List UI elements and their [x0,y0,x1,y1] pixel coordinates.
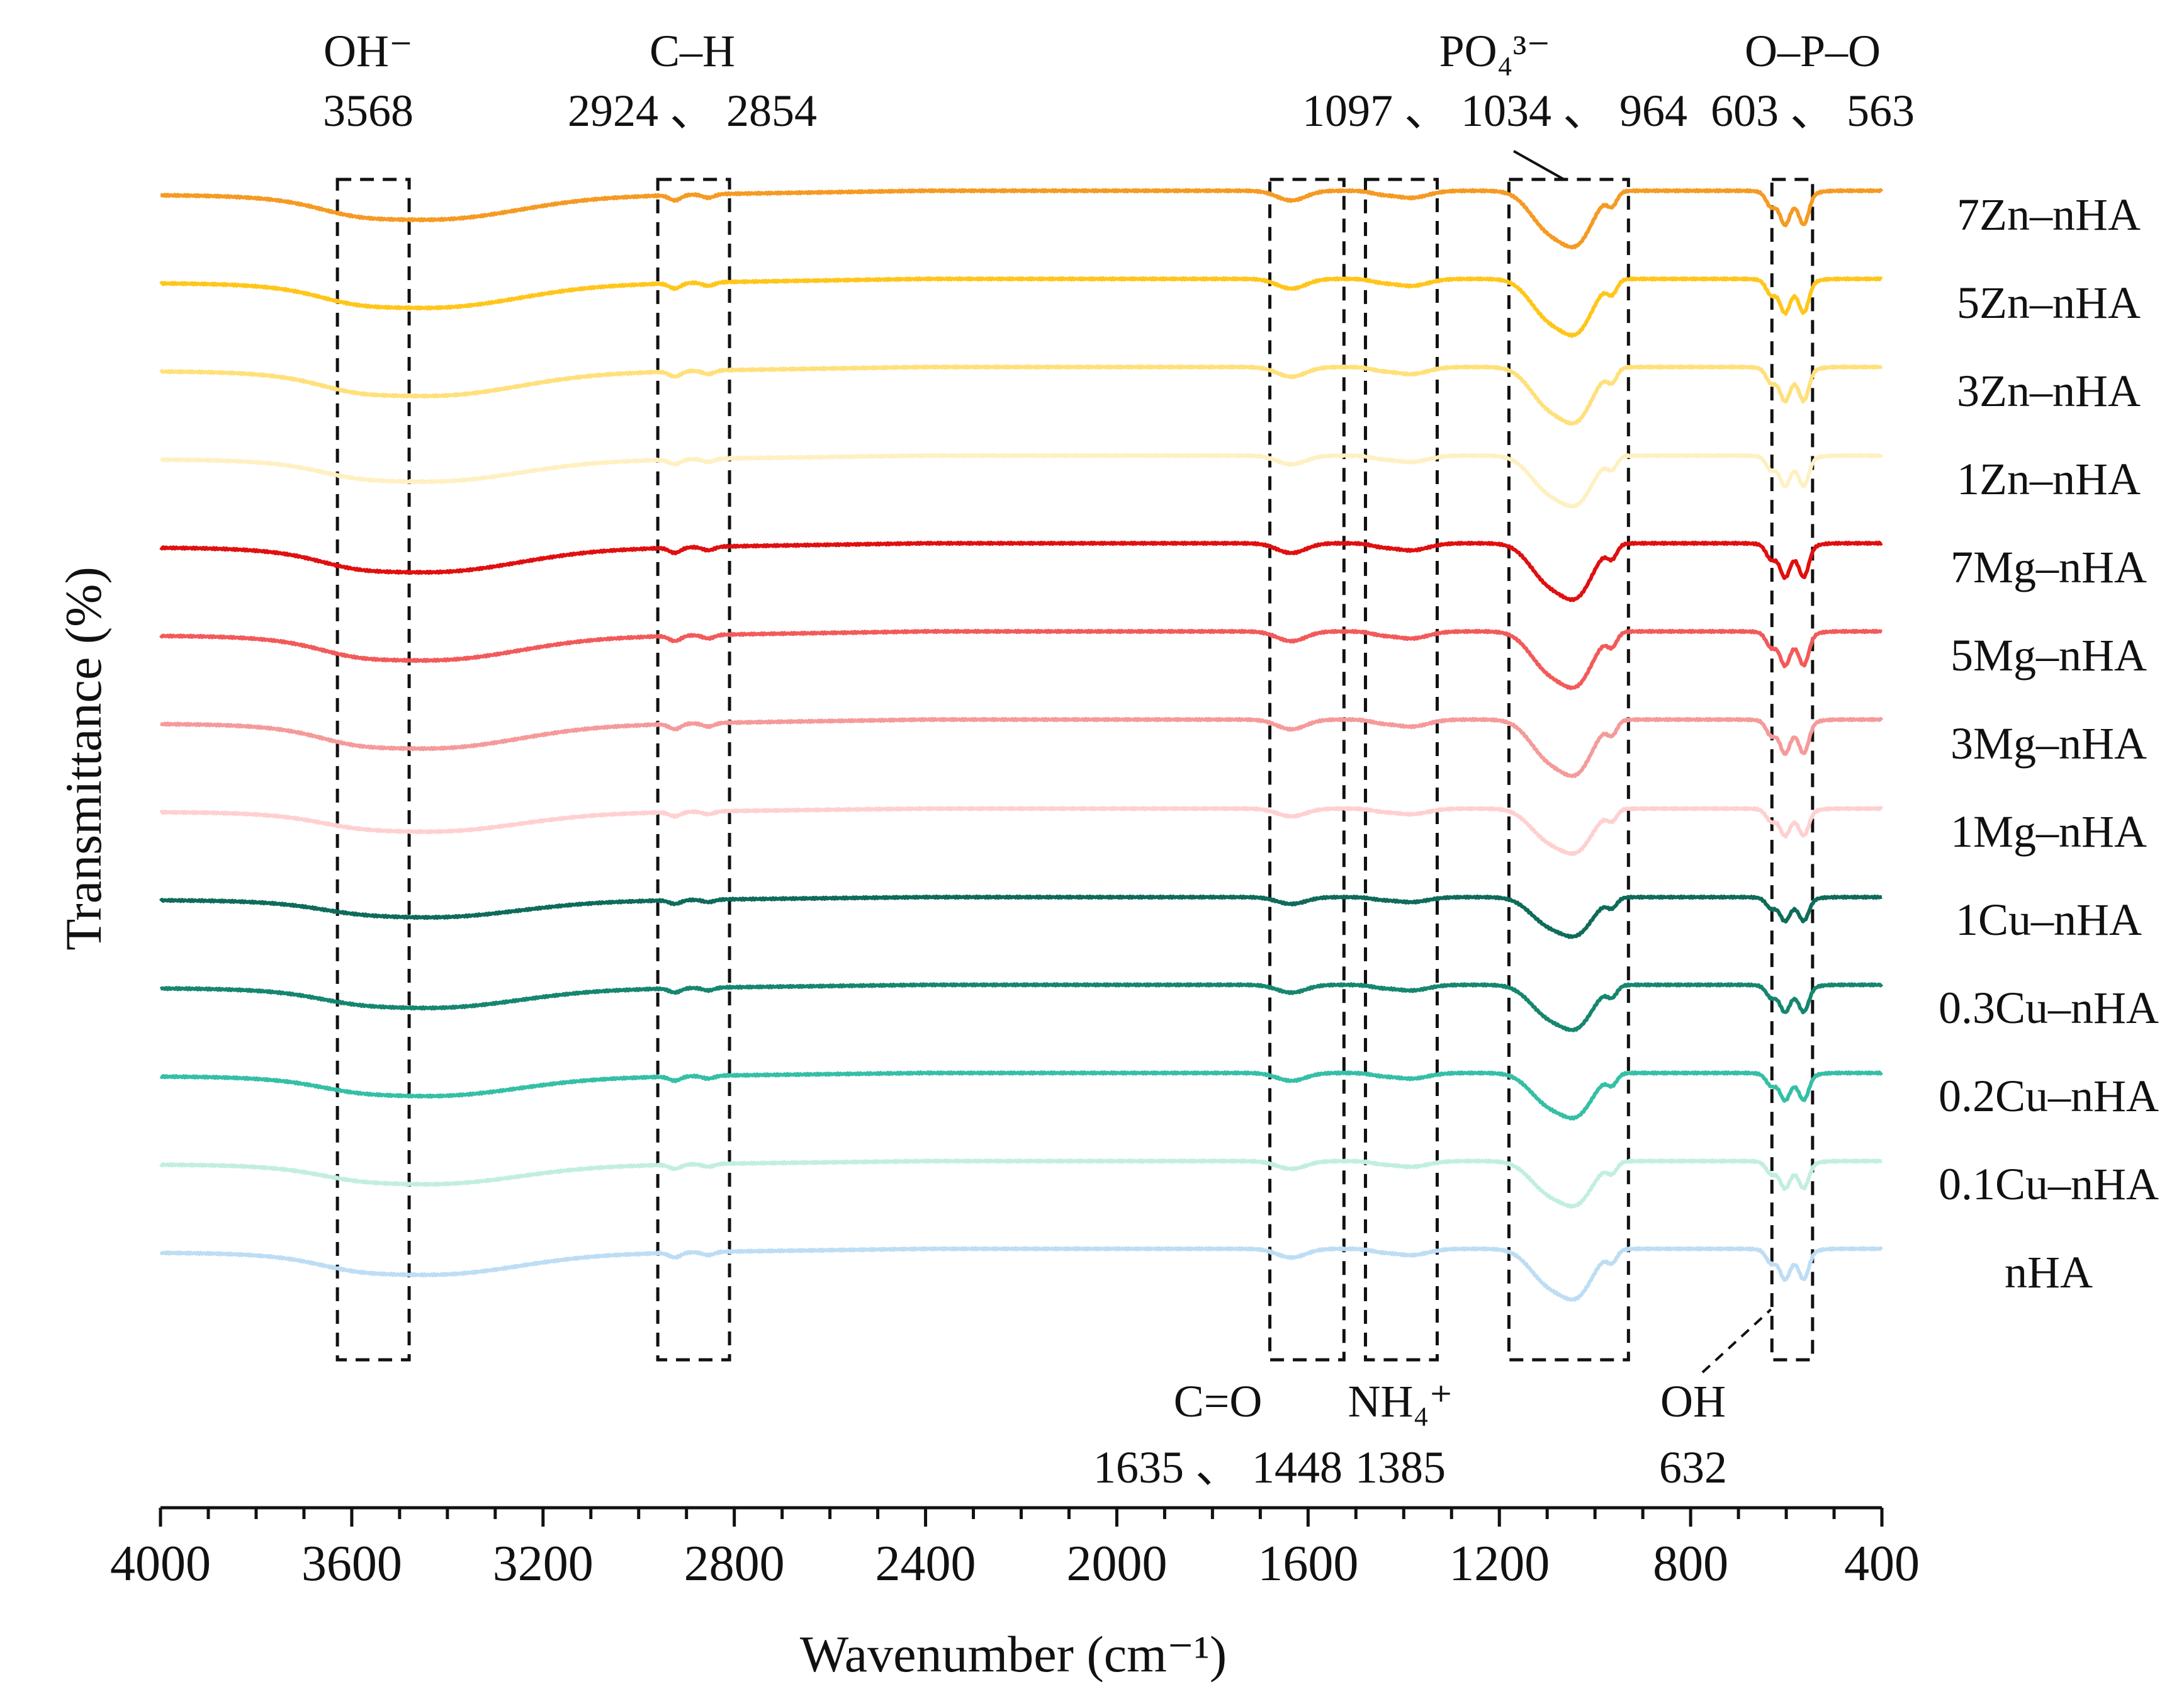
band-label-o-p-o-values: 603 、 563 [1711,86,1915,136]
series-line-8 [159,894,1883,939]
band-frame-po4 [1507,178,1630,1362]
annotation-oh-name: OH [1660,1376,1726,1427]
trace-labels: 7Zn–nHA 5Zn–nHA 3Zn–nHA 1Zn–nHA 7Mg–nHA 5Mg–n… [1939,189,2159,1297]
band-frame-oh-stretch [335,178,411,1362]
band-label-po4-name: PO₄³⁻ [1439,26,1551,76]
legend-label-12: nHA [2005,1247,2093,1297]
band-label-oh-stretch-values: 3568 [323,86,414,136]
annotation-oh-value: 632 [1659,1442,1727,1493]
band-frame-c-o [1268,178,1346,1362]
x-tick-label-3600: 3600 [301,1536,402,1591]
band-label-c-o-values: 1635 、 1448 [1093,1442,1342,1493]
x-tick-label-2400: 2400 [875,1536,976,1591]
legend-label-2: 3Zn–nHA [1957,366,2141,416]
x-tick-label-4000: 4000 [110,1536,211,1591]
legend-label-4: 7Mg–nHA [1950,542,2147,592]
po4-leader-line [1513,150,1565,181]
band-label-o-p-o-name: O–P–O [1745,26,1881,76]
band-label-po4-values: 1097 、 1034 、 964 [1302,86,1687,136]
x-axis-title: Wavenumber (cm⁻¹) [800,1625,1227,1683]
x-tick-label-400: 400 [1844,1536,1920,1591]
y-axis-title: Transmittance (%) [55,567,112,951]
series-line-11 [159,1158,1883,1209]
annotation-oh-leader [1701,1308,1772,1374]
legend-label-0: 7Zn–nHA [1957,189,2141,240]
legend-label-5: 5Mg–nHA [1950,630,2147,681]
series-line-5 [159,628,1883,691]
series-line-4 [159,540,1883,602]
series-line-0 [160,188,1884,250]
x-tick-label-1200: 1200 [1449,1536,1550,1591]
band-label-oh-stretch-name: OH⁻ [324,26,413,76]
legend-label-8: 1Cu–nHA [1956,895,2142,945]
legend-label-9: 0.3Cu–nHA [1939,983,2159,1033]
legend-label-6: 3Mg–nHA [1950,718,2147,769]
legend-label-10: 0.2Cu–nHA [1939,1071,2159,1121]
band-label-c-o-name: C=O [1174,1376,1263,1427]
band-label-nh4-values: 1385 [1355,1442,1446,1493]
x-axis: 4000 3600 3200 2800 2400 2000 1600 1200 800 400 [110,1506,1920,1591]
series-line-6 [160,716,1884,778]
band-label-nh4-name: NH₄⁺ [1348,1376,1453,1427]
legend-label-1: 5Zn–nHA [1957,278,2141,328]
band-label-c-h-values: 2924 、 2854 [568,86,817,136]
x-tick-label-2000: 2000 [1066,1536,1167,1591]
series-line-3 [160,453,1884,509]
series-line-10 [159,1070,1883,1121]
x-tick-label-3200: 3200 [493,1536,594,1591]
x-tick-label-2800: 2800 [684,1536,785,1591]
series-line-1 [159,276,1883,338]
series-line-9 [159,982,1884,1032]
legend-label-11: 0.1Cu–nHA [1939,1159,2159,1209]
x-tick-label-1600: 1600 [1258,1536,1358,1591]
series-line-2 [159,364,1883,426]
legend-label-3: 1Zn–nHA [1957,454,2141,504]
series-line-7 [159,806,1883,857]
band-label-c-h-name: C–H [650,26,735,76]
band-frame-c-h [656,178,731,1362]
x-tick-label-800: 800 [1653,1536,1728,1591]
series-line-12 [159,1246,1884,1302]
band-frames [335,178,1815,1362]
legend-label-7: 1Mg–nHA [1950,806,2147,857]
band-frame-nh4 [1364,178,1439,1362]
spectra-traces [159,188,1884,1302]
